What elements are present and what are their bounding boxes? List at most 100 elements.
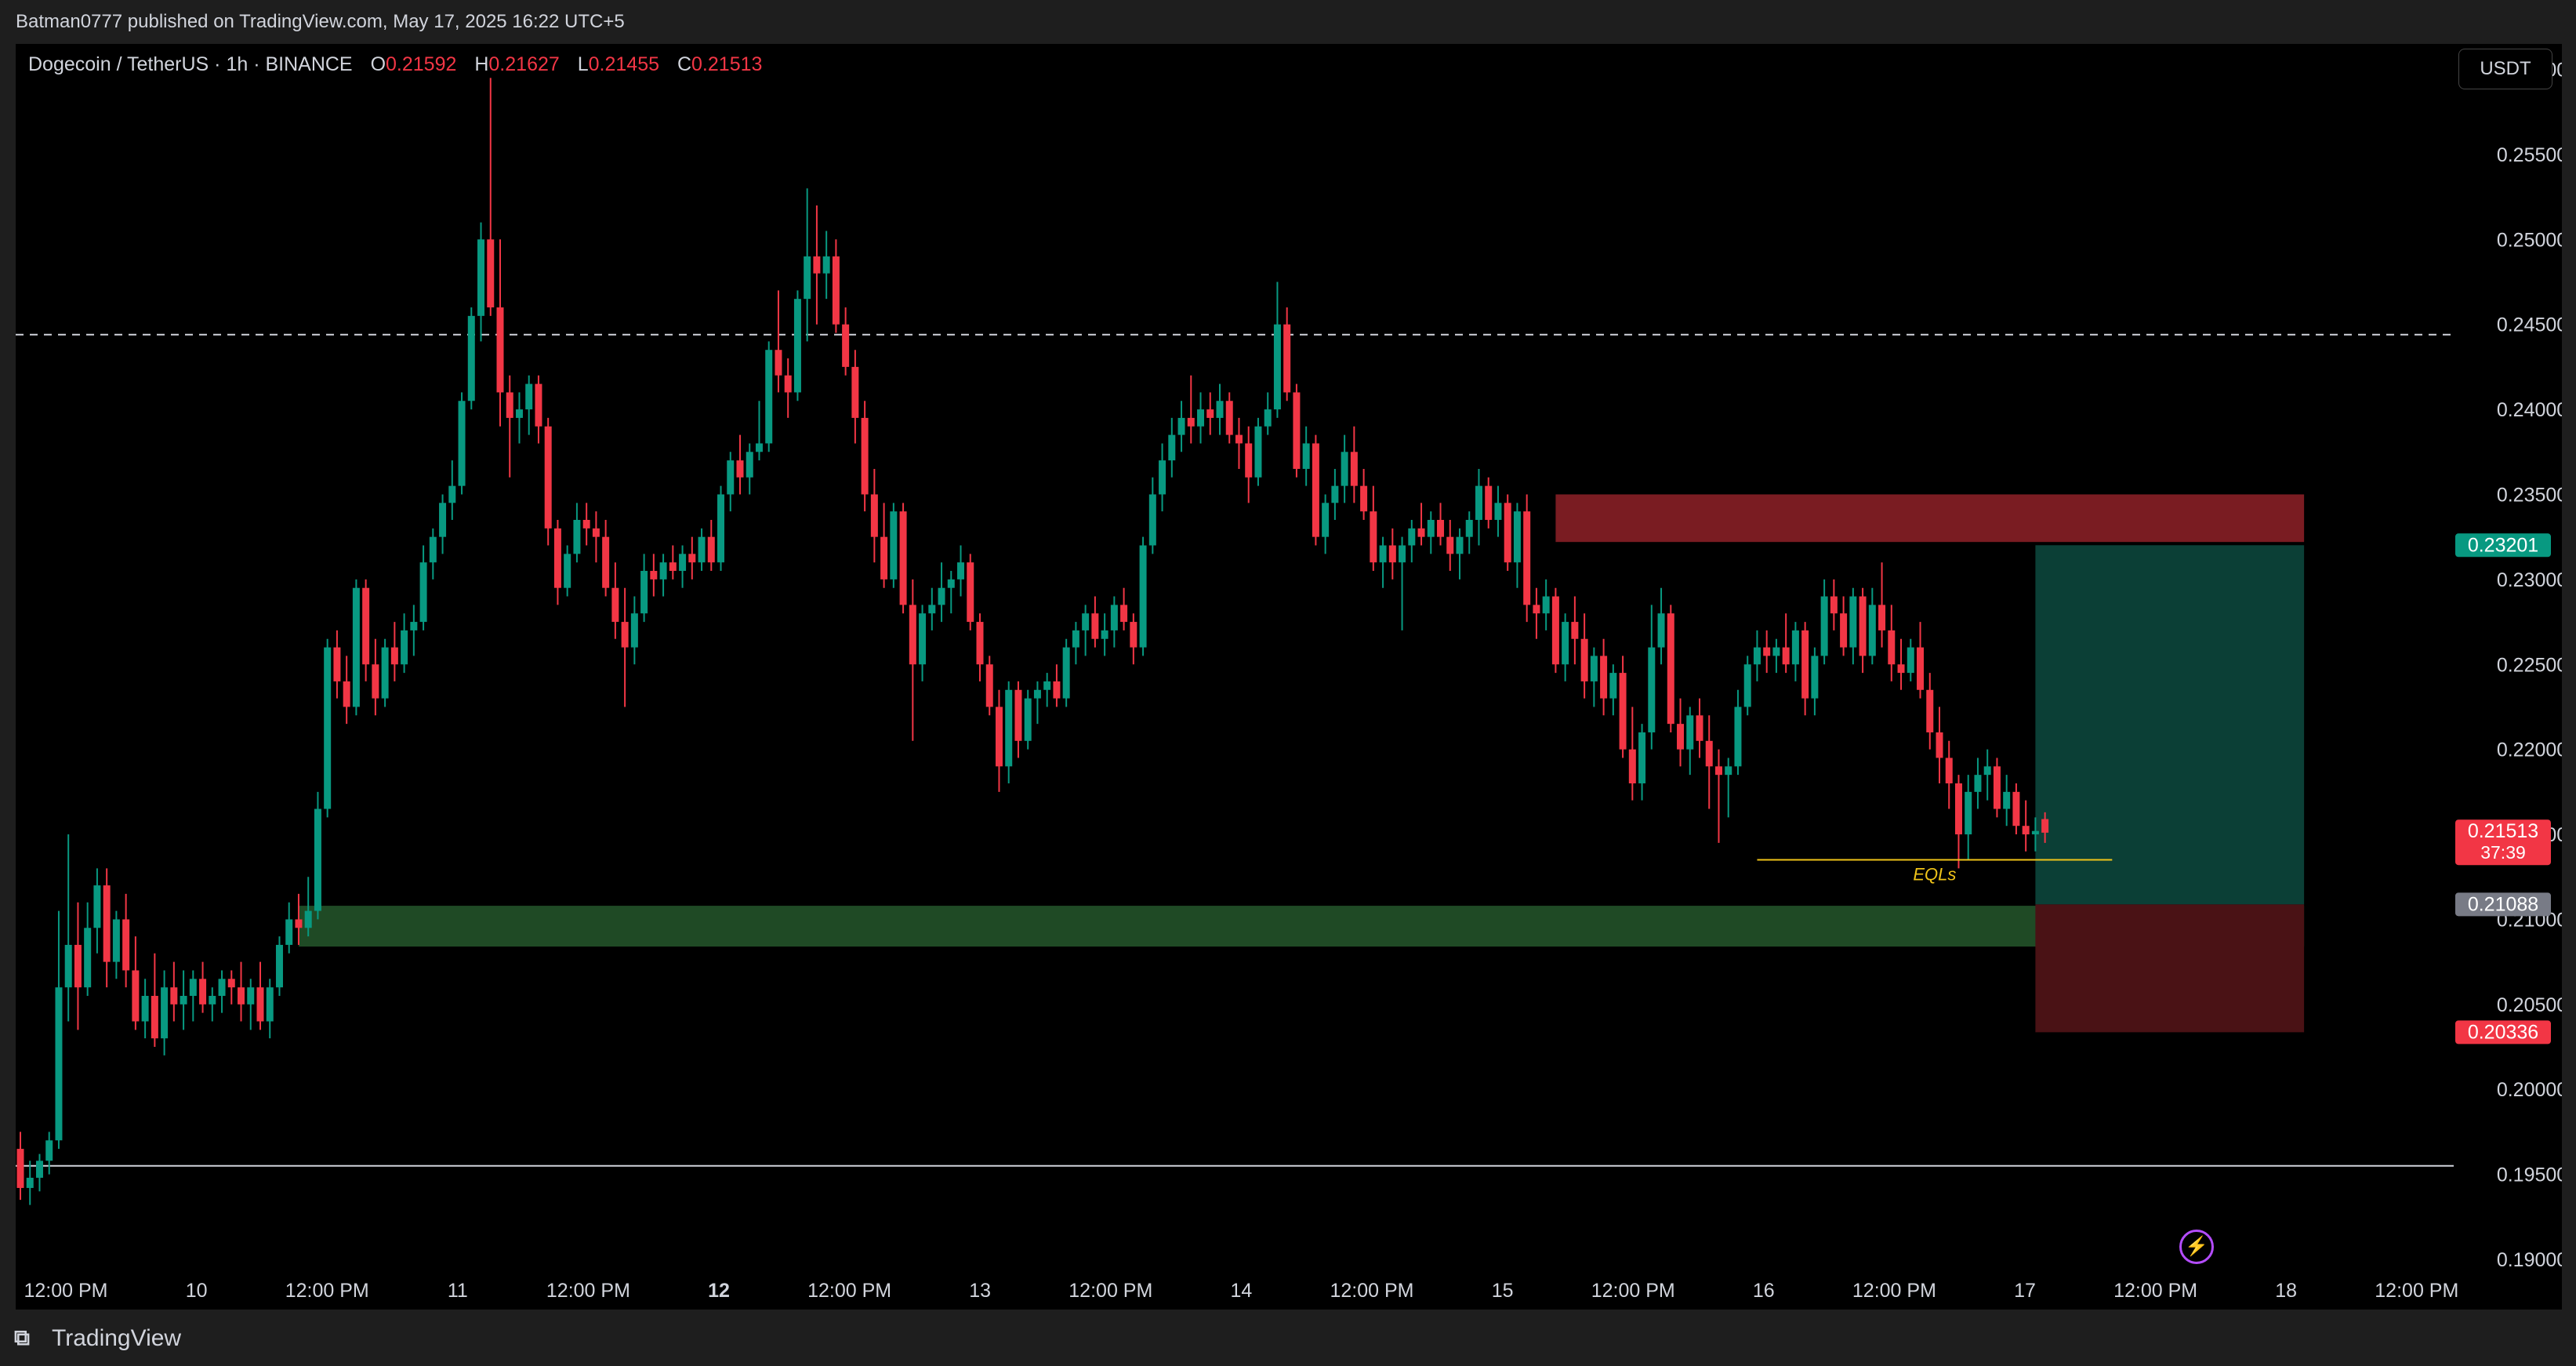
x-tick-label: 17 — [2014, 1280, 2036, 1302]
candle-body — [209, 995, 216, 1005]
candle-body — [1206, 409, 1214, 418]
candle-body — [314, 808, 321, 911]
y-tick-label: 0.20500 — [2497, 994, 2562, 1016]
candle-body — [535, 383, 542, 427]
candle-body — [1033, 689, 1041, 699]
candle-body — [669, 562, 677, 572]
x-tick-label: 15 — [1492, 1280, 1514, 1302]
candle-body — [390, 647, 398, 665]
candle-body — [832, 256, 840, 325]
high-value: 0.21627 — [488, 53, 560, 75]
candle-body — [1533, 605, 1540, 614]
y-tick-label: 0.24500 — [2497, 314, 2562, 336]
candle-body — [1648, 647, 1656, 732]
candle-body — [1024, 698, 1032, 741]
candle-body — [1619, 673, 1627, 750]
candle-body — [1600, 656, 1608, 699]
candle-body — [1820, 596, 1828, 656]
candle-body — [1523, 511, 1531, 605]
tradingview-logo-icon[interactable]: ⧉ — [14, 1325, 30, 1350]
candle-body — [170, 987, 178, 1005]
candle-body — [1907, 647, 1914, 674]
candle-body — [161, 987, 169, 1039]
candle-body — [822, 256, 830, 274]
candle-body — [564, 554, 571, 588]
candle-body — [151, 995, 158, 1039]
candle-body — [1888, 630, 1896, 665]
candle-body — [1101, 630, 1108, 639]
candle-body — [1571, 622, 1579, 639]
candle-body — [401, 630, 408, 665]
publish-line: Batman0777 published on TradingView.com,… — [16, 11, 625, 32]
candle-body — [1091, 613, 1099, 639]
candle-body — [1350, 452, 1358, 486]
x-tick-label: 12:00 PM — [1591, 1280, 1675, 1302]
candle-body — [1686, 715, 1694, 750]
candle-body — [1475, 485, 1482, 520]
x-tick-label: 12:00 PM — [2113, 1280, 2197, 1302]
price-tag: 0.20336 — [2468, 1021, 2538, 1043]
y-tick-label: 0.22000 — [2497, 739, 2562, 761]
candle-body — [727, 460, 735, 495]
y-tick-label: 0.20000 — [2497, 1079, 2562, 1101]
candle-body — [112, 919, 120, 962]
candle-body — [487, 239, 495, 308]
publish-bar: Batman0777 published on TradingView.com,… — [0, 0, 2576, 44]
candle-body — [1408, 528, 1416, 546]
candle-body — [1609, 673, 1617, 699]
candle-body — [765, 350, 773, 444]
candle-body — [189, 979, 197, 996]
y-tick-label: 0.25500 — [2497, 144, 2562, 166]
candle-body — [496, 307, 504, 393]
candle-body — [1983, 766, 1991, 776]
candle-body — [1264, 409, 1272, 427]
candle-body — [295, 919, 303, 928]
candle-body — [372, 664, 379, 699]
x-tick-label: 12:00 PM — [1330, 1280, 1413, 1302]
candle-body — [1427, 519, 1435, 537]
candle-body — [1504, 503, 1511, 563]
candle-body — [247, 987, 255, 1005]
candle-body — [1177, 417, 1185, 435]
price-tag-bg — [2455, 819, 2551, 866]
candle-body — [1341, 452, 1348, 486]
price-tag: 0.21513 — [2468, 820, 2538, 842]
candle-body — [1551, 596, 1559, 665]
brand-name[interactable]: TradingView — [52, 1325, 182, 1351]
candle-body — [1791, 630, 1799, 665]
candle-body — [45, 1140, 53, 1161]
candle-body — [842, 324, 850, 367]
lightning-icon[interactable]: ⚡ — [2179, 1230, 2214, 1264]
candlestick-chart[interactable]: EQLs0.260000.255000.250000.245000.240000… — [16, 44, 2562, 1310]
candle-body — [659, 562, 667, 579]
candle-body — [1753, 647, 1761, 665]
candle-body — [1782, 647, 1790, 665]
candle-body — [1110, 605, 1118, 630]
candle-body — [1859, 596, 1867, 656]
candle-body — [784, 375, 792, 393]
candle-body — [285, 919, 293, 945]
candle-body — [630, 613, 638, 648]
candle-body — [1725, 766, 1732, 776]
candle-body — [1283, 324, 1291, 393]
currency-button[interactable]: USDT — [2458, 49, 2552, 89]
candle-body — [1360, 485, 1368, 512]
candle-body — [870, 494, 878, 537]
candle-body — [74, 944, 82, 988]
candle-body — [180, 995, 187, 1005]
x-tick-label: 12 — [708, 1280, 730, 1302]
candle-body — [410, 622, 418, 630]
chart-area[interactable]: EQLs0.260000.255000.250000.245000.240000… — [16, 44, 2562, 1310]
candle-body — [1417, 528, 1425, 537]
candle-body — [26, 1177, 34, 1188]
price-tag-bg — [2455, 1020, 2551, 1044]
candle-body — [1331, 485, 1339, 503]
y-tick-label: 0.19500 — [2497, 1164, 2562, 1186]
candle-body — [1293, 392, 1301, 469]
candle-body — [1062, 647, 1070, 699]
candle-body — [1763, 647, 1771, 656]
x-tick-label: 12:00 PM — [546, 1280, 630, 1302]
candle-body — [343, 681, 350, 707]
candle-body — [1580, 638, 1588, 681]
candle-body — [880, 536, 888, 579]
